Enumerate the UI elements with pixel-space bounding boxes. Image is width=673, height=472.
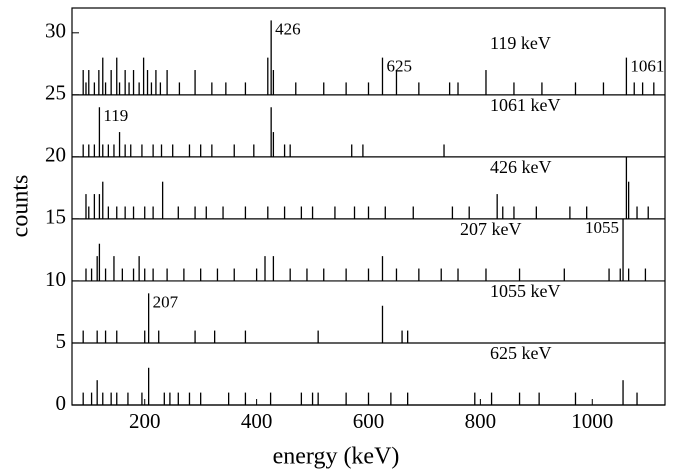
x-tick-label: 600 — [353, 409, 385, 433]
panel-label: 625 keV — [490, 343, 552, 363]
peak-label: 1055 — [585, 218, 619, 237]
panel-label: 426 keV — [490, 157, 552, 177]
x-tick-label: 1000 — [571, 409, 613, 433]
y-tick-label: 25 — [45, 81, 66, 105]
panel-label: 1061 keV — [490, 95, 561, 115]
x-axis-label: energy (keV) — [273, 444, 400, 470]
y-tick-label: 15 — [45, 205, 66, 229]
panel-label: 1055 keV — [490, 281, 561, 301]
y-tick-label: 30 — [45, 19, 66, 43]
y-axis-label: counts — [8, 175, 34, 238]
panel-label: 119 keV — [490, 33, 551, 53]
peak-label: 1061 — [630, 57, 664, 76]
y-tick-label: 20 — [45, 143, 66, 167]
peak-label: 625 — [386, 57, 412, 76]
peak-label: 207 — [153, 292, 179, 311]
y-tick-label: 10 — [45, 267, 66, 291]
y-tick-label: 0 — [56, 391, 67, 415]
y-tick-label: 5 — [56, 329, 67, 353]
peak-label: 426 — [275, 19, 301, 38]
x-tick-label: 200 — [129, 409, 161, 433]
x-tick-label: 800 — [465, 409, 497, 433]
peak-label: 119 — [103, 106, 128, 125]
panel-label: 207 keV — [460, 219, 522, 239]
x-tick-label: 400 — [241, 409, 273, 433]
